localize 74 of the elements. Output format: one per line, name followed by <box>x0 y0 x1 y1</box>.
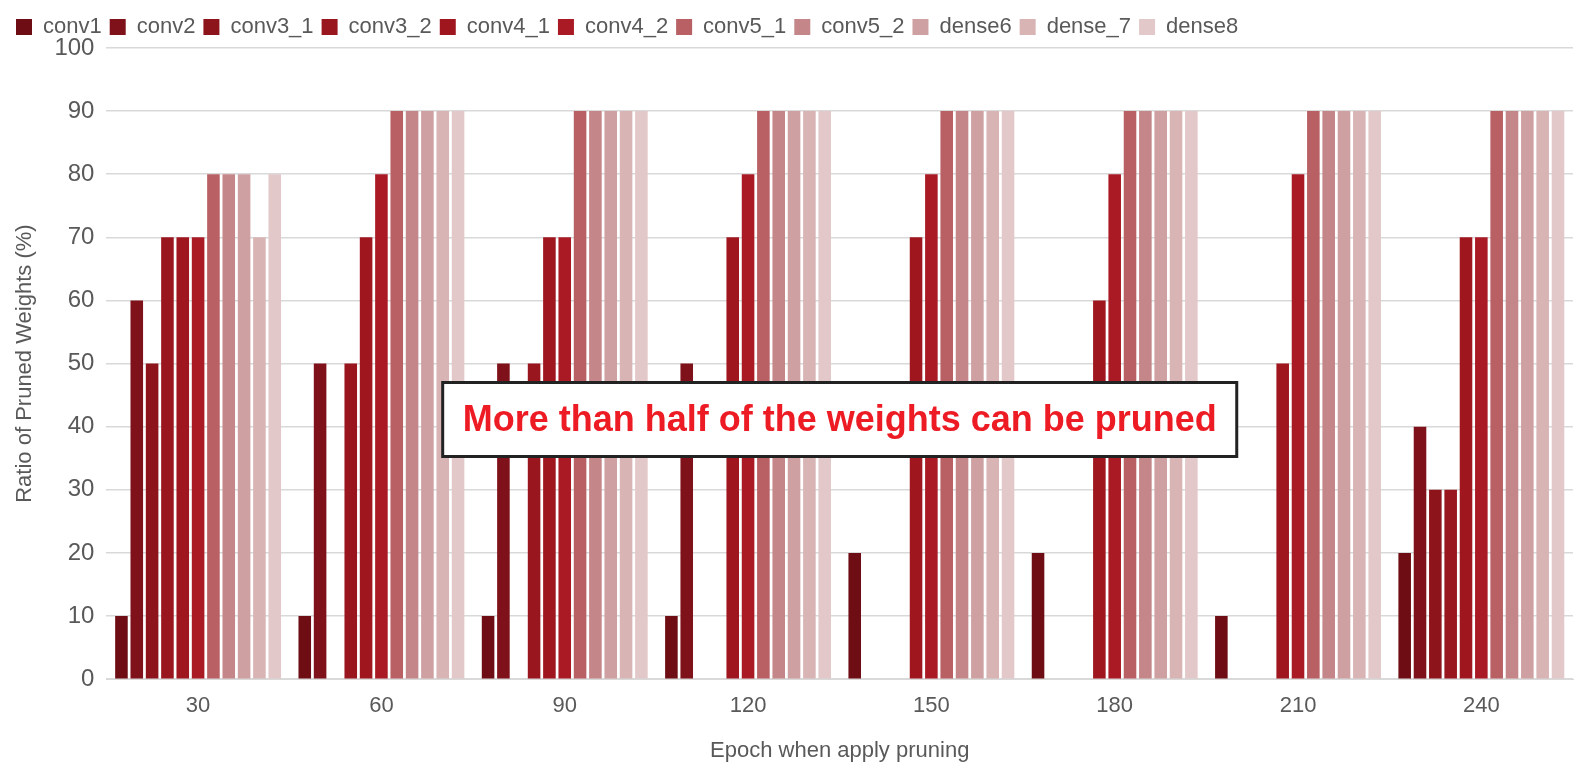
x-tick-label: 180 <box>1096 692 1134 718</box>
bar <box>222 174 236 679</box>
bar <box>1276 363 1289 679</box>
y-tick-label: 30 <box>67 474 95 502</box>
bar <box>298 616 312 679</box>
bar <box>176 237 190 679</box>
bar <box>665 616 678 679</box>
y-tick-label: 20 <box>67 537 95 565</box>
legend-label: conv3_1 <box>230 13 314 39</box>
bar <box>1398 552 1411 679</box>
bar <box>405 111 419 679</box>
x-tick-label: 240 <box>1462 692 1500 718</box>
y-axis-title: Ratio of Pruned Weights (%) <box>11 224 37 503</box>
bar <box>115 616 128 679</box>
legend-label: conv4_1 <box>466 13 550 39</box>
bar <box>344 363 358 679</box>
x-tick-label: 150 <box>913 692 950 718</box>
bar <box>359 237 373 679</box>
legend-label: conv5_1 <box>703 13 787 39</box>
y-tick-label: 60 <box>67 285 95 313</box>
legend-label: conv4_2 <box>584 13 669 39</box>
x-tick-label: 120 <box>729 692 767 718</box>
bar <box>375 174 388 679</box>
bar <box>436 111 450 679</box>
bar <box>421 111 434 679</box>
bar <box>390 111 404 679</box>
bar <box>1444 489 1457 679</box>
y-tick-label: 80 <box>67 158 95 186</box>
y-tick-label: 40 <box>67 411 95 439</box>
legend-label: dense_7 <box>1046 13 1132 39</box>
x-tick-label: 30 <box>185 692 211 718</box>
bar <box>1337 111 1351 679</box>
bar <box>1413 426 1427 679</box>
bar <box>253 237 266 679</box>
y-tick-label: 90 <box>67 95 95 123</box>
bar <box>1031 552 1045 679</box>
x-tick-label: 210 <box>1279 692 1317 718</box>
y-tick-label: 50 <box>67 348 95 376</box>
bar <box>237 174 251 679</box>
bar <box>1429 489 1442 679</box>
bar <box>191 237 205 679</box>
bar <box>1505 111 1519 679</box>
bar <box>207 174 220 679</box>
bar <box>145 363 159 679</box>
bar <box>1368 111 1381 679</box>
bar <box>1551 111 1565 679</box>
bar <box>130 300 144 679</box>
legend-label: conv3_2 <box>348 13 432 39</box>
bar <box>1307 111 1320 679</box>
x-tick-label: 60 <box>369 692 394 718</box>
x-axis-title: Epoch when apply pruning <box>710 736 970 762</box>
bar <box>161 237 174 679</box>
annotation: More than half of the weights can be pruned <box>462 398 1217 440</box>
bar <box>481 616 495 679</box>
legend-label: dense6 <box>939 13 1012 39</box>
bar <box>1536 111 1549 679</box>
y-tick-label: 10 <box>67 600 95 628</box>
legend-label: conv5_2 <box>821 13 905 39</box>
bar <box>268 174 282 679</box>
bar <box>1475 237 1488 679</box>
y-tick-label: 70 <box>67 221 95 249</box>
bar <box>1353 111 1366 679</box>
bar <box>1215 616 1228 679</box>
bar <box>1322 111 1335 679</box>
y-tick-label: 0 <box>81 663 95 691</box>
bar <box>1291 174 1305 679</box>
bar <box>1490 111 1503 679</box>
bar <box>1459 237 1473 679</box>
bar <box>848 552 862 679</box>
x-tick-label: 90 <box>552 692 577 718</box>
bar <box>1521 111 1534 679</box>
bar <box>313 363 327 679</box>
legend-label: dense8 <box>1166 13 1239 39</box>
legend-label: conv2 <box>136 13 196 39</box>
